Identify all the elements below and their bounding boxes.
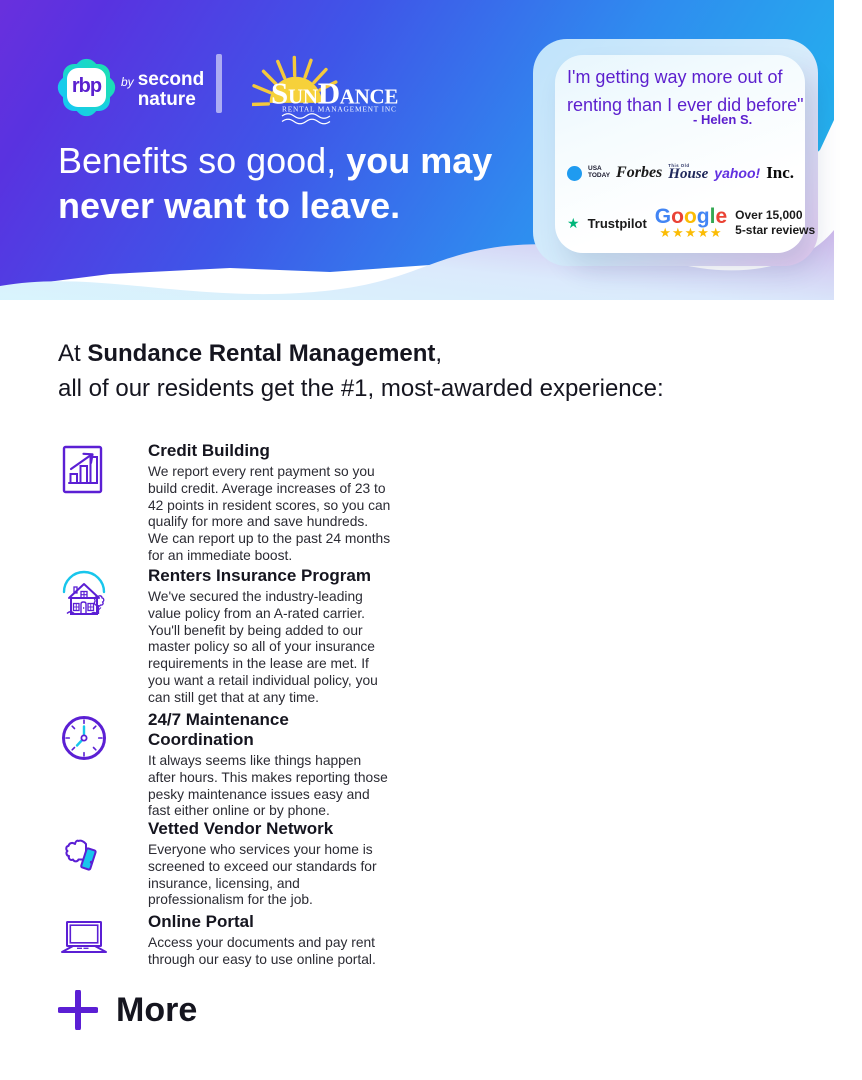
svg-text:RENTAL MANAGEMENT INC: RENTAL MANAGEMENT INC: [282, 105, 397, 114]
